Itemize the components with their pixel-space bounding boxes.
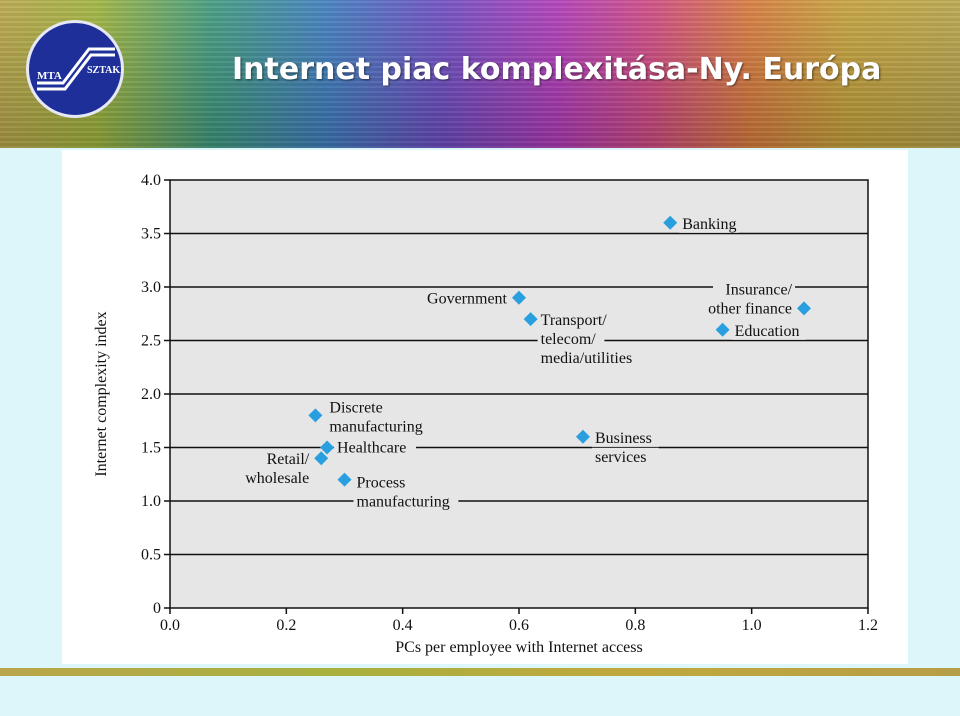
y-tick-label: 2.0: [141, 386, 161, 403]
point-label-bg: [334, 438, 417, 457]
point-label: telecom/: [541, 331, 597, 348]
data-point: [308, 408, 323, 423]
y-tick-label: 2.5: [141, 333, 161, 350]
point-label-bg: [353, 473, 413, 492]
data-point: [337, 472, 352, 487]
point-label: Insurance/: [725, 281, 792, 298]
y-tick-label: 1.0: [141, 493, 161, 510]
point-label-bg: [591, 447, 659, 466]
header-banner: MTA SZTAKI Internet piac komplexitása-Ny…: [0, 0, 960, 148]
logo-mark-icon: MTA SZTAKI: [37, 47, 121, 91]
point-label-bg: [713, 280, 796, 299]
point-label-bg: [428, 289, 510, 308]
data-point: [797, 301, 812, 316]
point-label: services: [595, 449, 647, 466]
chart-panel: 0 0.5 1.0 1.5 2.0 2.5 3.0 3.5 4.0 0.0 0.2 0.4 0.6 0.8…: [62, 150, 908, 664]
point-label: Education: [735, 323, 800, 340]
logo-text-left: MTA: [37, 70, 62, 82]
point-label-bg: [690, 299, 796, 318]
y-tick-label: 1.5: [141, 440, 161, 457]
point-label: Retail/: [267, 451, 310, 468]
point-label-bg: [326, 398, 394, 417]
point-label-bg: [537, 311, 620, 330]
y-tick-label: 0.5: [141, 547, 161, 564]
point-label: media/utilities: [541, 350, 633, 367]
data-point: [575, 429, 590, 444]
point-label: Business: [595, 430, 652, 447]
x-axis-title: PCs per employee with Internet access: [395, 639, 642, 656]
point-label-bg: [537, 330, 605, 349]
y-tick-label: 4.0: [141, 172, 161, 189]
logo-text-right: SZTAKI: [87, 65, 121, 76]
point-label: Transport/: [541, 312, 608, 329]
scatter-chart: 0 0.5 1.0 1.5 2.0 2.5 3.0 3.5 4.0 0.0 0.2 0.4 0.6 0.8…: [93, 172, 878, 656]
x-tick-label: 1.2: [858, 617, 878, 634]
y-tick-label: 0: [153, 600, 161, 617]
x-tick-label: 0.6: [509, 617, 529, 634]
data-point: [314, 451, 329, 466]
footer-strip: [0, 668, 960, 676]
point-label: manufacturing: [329, 418, 422, 435]
y-axis-title: Internet complexity index: [93, 311, 110, 476]
point-label: Banking: [682, 216, 736, 233]
x-tick-label: 0.4: [393, 617, 413, 634]
point-label: Healthcare: [337, 440, 406, 457]
point-label: Government: [427, 291, 508, 308]
point-label: Process: [357, 475, 406, 492]
point-label-bg: [591, 428, 659, 447]
point-label-bg: [253, 450, 313, 469]
page-title: Internet piac komplexitása-Ny. Európa: [232, 52, 882, 87]
point-label: manufacturing: [357, 494, 450, 511]
x-tick-label: 0.0: [160, 617, 180, 634]
point-label-bg: [679, 214, 739, 233]
y-tick-label: 3.0: [141, 279, 161, 296]
point-label: Discrete: [329, 399, 382, 416]
data-point: [663, 215, 678, 230]
point-label-bg: [731, 321, 806, 340]
point-label-bg: [537, 349, 658, 368]
x-tick-label: 0.8: [625, 617, 645, 634]
point-label: wholesale: [245, 470, 309, 487]
point-label-bg: [353, 492, 459, 511]
data-point: [523, 312, 538, 327]
point-label-bg: [237, 469, 313, 488]
point-label-bg: [326, 417, 432, 436]
data-point: [715, 322, 730, 337]
x-tick-label: 0.2: [276, 617, 296, 634]
point-label: other finance: [708, 300, 792, 317]
data-point: [512, 290, 526, 305]
x-tick-label: 1.0: [742, 617, 762, 634]
sztaki-logo: MTA SZTAKI: [26, 20, 124, 118]
y-tick-label: 3.5: [141, 226, 161, 243]
data-point: [320, 440, 335, 455]
